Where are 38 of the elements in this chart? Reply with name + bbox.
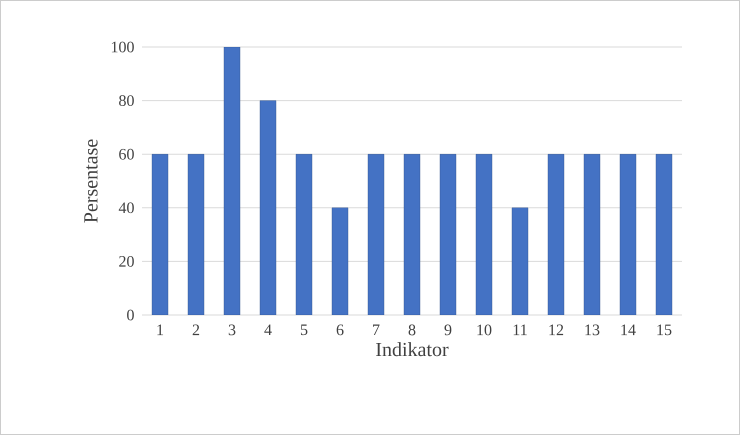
bar: [512, 208, 528, 315]
x-tick-label: 11: [514, 324, 527, 336]
bar: [224, 46, 240, 315]
bar: [260, 100, 276, 315]
y-tick-label: 20: [119, 256, 134, 267]
x-tick-label: 9: [444, 324, 452, 336]
x-tick-label: 12: [549, 324, 564, 336]
x-tick-label: 6: [336, 324, 344, 336]
bar: [332, 208, 348, 315]
bar: [368, 154, 384, 315]
y-tick-label: 60: [119, 148, 134, 160]
bar: [548, 154, 564, 315]
y-tick-label: 0: [127, 310, 134, 320]
bar: [152, 154, 168, 315]
bar: [620, 154, 636, 315]
x-tick-label: 5: [300, 324, 308, 336]
y-axis-title: Persentase: [84, 139, 98, 223]
x-tick-label: 13: [585, 324, 600, 336]
x-tick-label: 8: [408, 324, 416, 336]
x-tick-label: 4: [264, 324, 272, 336]
bar: [188, 154, 204, 315]
y-tick-label: 40: [118, 202, 134, 214]
x-tick-label: 10: [477, 324, 492, 336]
bar: [476, 154, 492, 315]
y-tick-label: 80: [119, 95, 134, 106]
x-tick-label: 7: [373, 324, 380, 335]
x-tick-label: 2: [192, 324, 200, 336]
bar: [656, 154, 672, 315]
x-axis-title: Indikator: [376, 342, 448, 356]
x-tick-label: 1: [157, 324, 164, 336]
bar: [296, 154, 312, 315]
bar: [440, 154, 456, 315]
bar: [584, 154, 600, 315]
x-tick-label: 3: [228, 324, 236, 336]
bar: [404, 154, 420, 315]
y-tick-label: 100: [112, 42, 134, 52]
x-tick-label: 14: [621, 324, 636, 336]
x-tick-label: 15: [657, 324, 672, 336]
